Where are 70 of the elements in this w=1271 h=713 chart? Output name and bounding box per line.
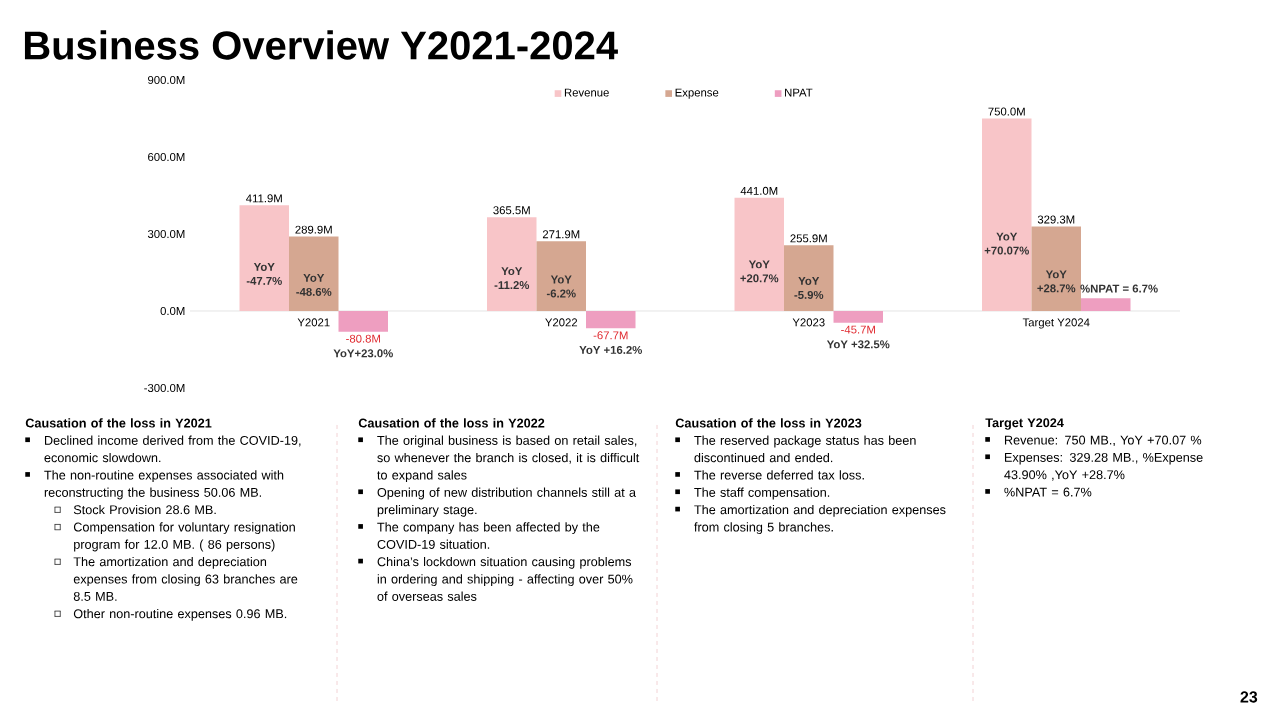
text: Opening of new distribution channels still at a preliminary stage. xyxy=(377,487,636,517)
bar xyxy=(586,310,636,329)
annotation: %NPAT = 6.7% xyxy=(1080,284,1158,293)
data-label: -67.7M xyxy=(593,331,628,340)
text: The reverse deferred tax loss. xyxy=(694,470,864,480)
text: The company has been affected by the COVID-19 situation. xyxy=(377,522,600,549)
x-tick-label: Y2023 xyxy=(792,318,825,327)
text: China’s lockdown situation causing problems in ordering and shipping - affecting over 50% of overseas sales xyxy=(377,556,633,601)
y-tick-label: 600.0M xyxy=(148,152,185,161)
bar xyxy=(239,205,290,311)
text: Declined income derived from the COVID-19, economic slowdown. xyxy=(44,435,301,463)
annotation: YoY +28.7% xyxy=(1037,270,1076,293)
text: Causation of the loss in Y2023 xyxy=(675,418,862,428)
text: The amortization and depreciation expenses from closing 63 branches are 8.5 MB. xyxy=(73,556,298,601)
bar xyxy=(536,241,587,311)
annotation: YoY+23.0% xyxy=(333,349,393,358)
y-tick-label: 300.0M xyxy=(147,229,185,238)
x-tick-label: Y2022 xyxy=(545,318,578,327)
text: The reserved package status has been discontinued and ended. xyxy=(694,435,916,463)
data-label: 289.9M xyxy=(295,225,332,234)
bar xyxy=(784,245,834,311)
data-label: -80.8M xyxy=(346,334,380,343)
text: Stock Provision 28.6 MB. xyxy=(73,504,216,515)
data-label: 271.9M xyxy=(542,230,580,239)
text: Causation of the loss in Y2021 xyxy=(25,418,212,428)
annotation: YoY +32.5% xyxy=(826,340,890,349)
text: The non-routine expenses associated with reconstructing the business 50.06 MB. xyxy=(44,470,284,500)
bar xyxy=(1081,298,1131,311)
bar xyxy=(289,236,339,311)
text: Compensation for voluntary resignation program for 12.0 MB. ( 86 persons) xyxy=(73,522,295,552)
bar xyxy=(982,118,1032,311)
y-tick-label: 900.0M xyxy=(148,75,185,84)
legend-label: NPAT xyxy=(785,88,813,97)
annotation: YoY +16.2% xyxy=(579,345,643,354)
data-label: 329.3M xyxy=(1037,215,1075,224)
bar xyxy=(487,217,537,311)
annotation: YoY -47.7% xyxy=(246,263,282,285)
text: Target Y2024 xyxy=(985,418,1064,430)
data-label: -45.7M xyxy=(841,325,875,334)
text: Other non-routine expenses 0.96 MB. xyxy=(73,608,287,621)
data-label: 411.9M xyxy=(246,194,282,203)
bar xyxy=(338,310,389,332)
data-label: 365.5M xyxy=(493,206,530,215)
legend-label: Revenue xyxy=(564,88,609,97)
data-label: 255.9M xyxy=(790,234,827,243)
annotation: YoY -48.6% xyxy=(296,273,332,296)
text: Expenses: 329.28 MB., %Expense 43.90% ,YoY +28.7% xyxy=(1004,452,1203,481)
y-tick-label: -300.0M xyxy=(144,383,185,392)
bar xyxy=(833,310,883,323)
text: Revenue: 750 MB., YoY +70.07 % xyxy=(1004,435,1202,447)
text: 23 xyxy=(1240,691,1258,703)
text: The original business is based on retail sales, so whenever the branch is closed, it is difficult to expand sales xyxy=(377,435,640,483)
x-tick-label: Target Y2024 xyxy=(1022,318,1090,329)
annotation: YoY -5.9% xyxy=(794,277,824,299)
bar xyxy=(1031,226,1081,311)
data-label: 441.0M xyxy=(740,186,778,195)
annotation: YoY -6.2% xyxy=(546,275,576,298)
annotation: YoY -11.2% xyxy=(494,267,530,290)
x-tick-label: Y2021 xyxy=(297,318,330,327)
data-label: 750.0M xyxy=(988,107,1025,116)
legend-label: Expense xyxy=(675,88,719,99)
text: The staff compensation. xyxy=(694,487,830,500)
text: Causation of the loss in Y2022 xyxy=(358,418,545,428)
y-tick-label: 0.0M xyxy=(160,306,185,315)
text: The amortization and depreciation expenses from closing 5 branches. xyxy=(694,504,946,535)
annotation: YoY +20.7% xyxy=(740,260,779,283)
bar xyxy=(734,197,784,311)
annotation: YoY +70.07% xyxy=(984,232,1029,255)
chart-title: Business Overview Y2021-2024 xyxy=(24,30,618,60)
text: %NPAT = 6.7% xyxy=(1004,487,1092,497)
